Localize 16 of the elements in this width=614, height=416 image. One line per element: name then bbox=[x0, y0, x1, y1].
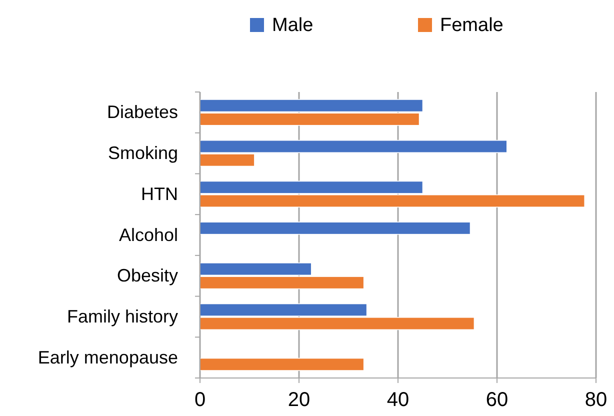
bar bbox=[200, 358, 364, 371]
y-tick-label: Early menopause bbox=[38, 347, 178, 368]
x-tick-label: 60 bbox=[486, 389, 508, 411]
y-tick-label: Family history bbox=[66, 306, 178, 326]
x-tick-label: 20 bbox=[288, 389, 310, 411]
x-tick-label: 0 bbox=[194, 389, 206, 411]
y-tick-label: Smoking bbox=[108, 143, 178, 164]
legend-label: Male bbox=[272, 15, 314, 36]
bar bbox=[200, 222, 471, 235]
y-tick-label: Diabetes bbox=[106, 102, 178, 122]
y-tick-label: Obesity bbox=[116, 266, 178, 286]
x-tick-label: 80 bbox=[584, 389, 608, 411]
y-tick-label: Alcohol bbox=[118, 224, 178, 245]
x-tick-label: 40 bbox=[386, 389, 410, 411]
legend-label: Female bbox=[440, 15, 504, 36]
y-tick-label: HTN bbox=[141, 184, 178, 204]
